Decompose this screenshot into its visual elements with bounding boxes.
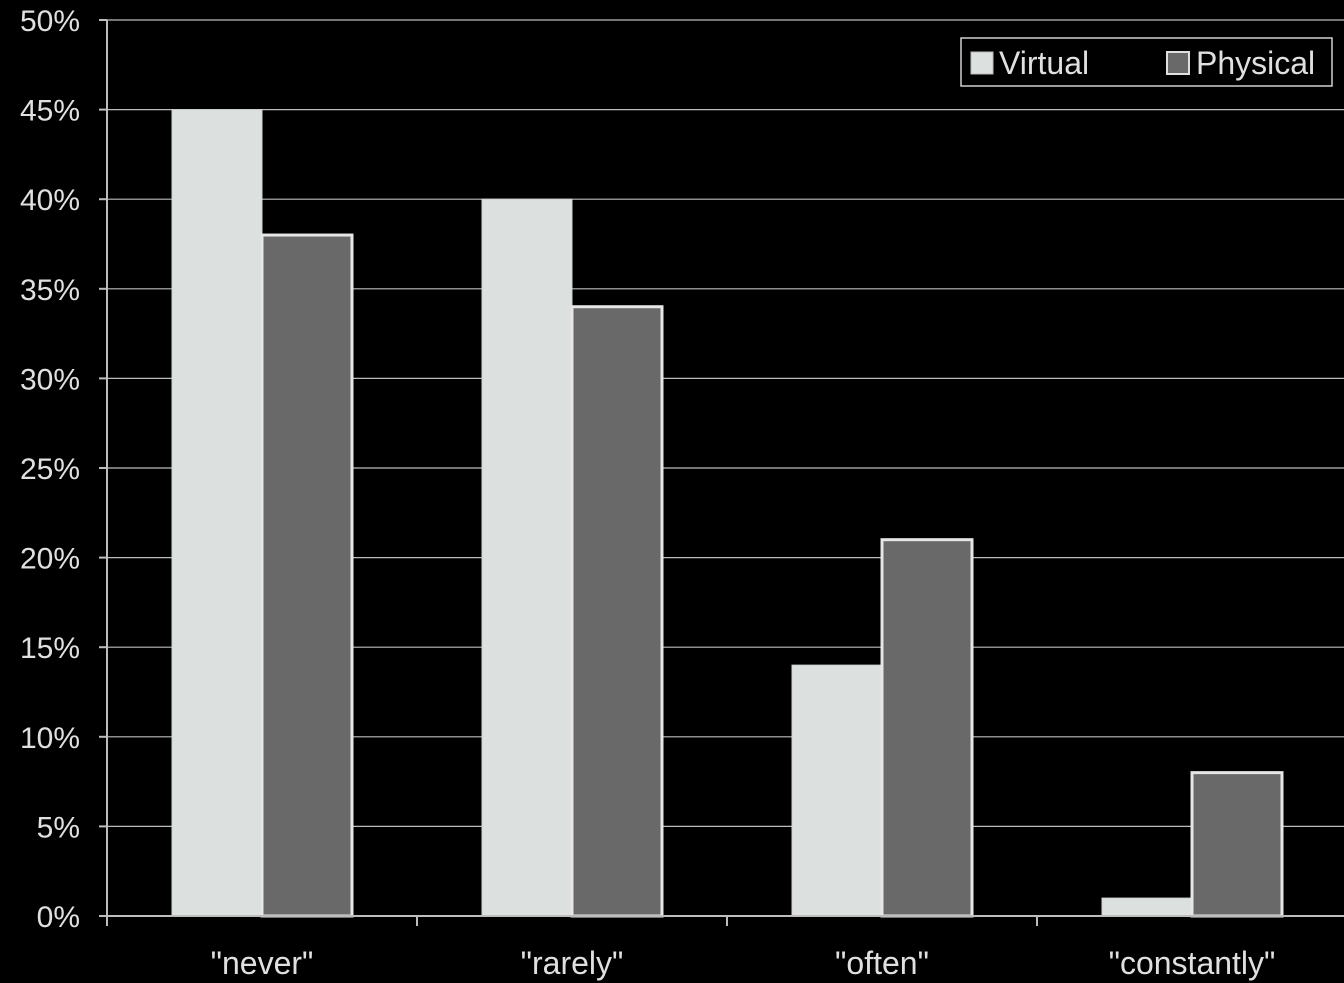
y-tick-label: 25% bbox=[20, 453, 80, 486]
bar-physical-1 bbox=[570, 305, 664, 918]
y-tick-label: 35% bbox=[20, 274, 80, 307]
axes bbox=[100, 20, 1344, 917]
y-tick-labels: 0% 5% 10% 15% 20% 25% 30% 35% 40% 45% 50% bbox=[20, 5, 80, 934]
y-tick-label: 40% bbox=[20, 184, 80, 217]
legend-swatch-virtual bbox=[970, 51, 994, 75]
category-label: "never" bbox=[211, 945, 314, 981]
legend-swatch-physical bbox=[1166, 51, 1190, 75]
y-tick-label: 30% bbox=[20, 363, 80, 396]
bar-virtual-2 bbox=[791, 664, 883, 917]
x-ticks bbox=[106, 916, 1038, 926]
category-label: "constantly" bbox=[1109, 945, 1276, 981]
y-tick-label: 50% bbox=[20, 5, 80, 38]
bar-physical-0 bbox=[260, 233, 354, 918]
bar-virtual-1 bbox=[481, 198, 573, 917]
bar-physical-2 bbox=[880, 538, 974, 918]
y-tick-label: 15% bbox=[20, 632, 80, 665]
bar-virtual-3 bbox=[1101, 897, 1193, 917]
legend-box bbox=[960, 37, 1333, 87]
bars bbox=[171, 109, 1284, 918]
category-label: "often" bbox=[835, 945, 929, 981]
y-tick-label: 45% bbox=[20, 95, 80, 128]
legend-label-virtual: Virtual bbox=[999, 45, 1089, 81]
y-tick-label: 0% bbox=[37, 901, 80, 934]
y-tick-label: 20% bbox=[20, 543, 80, 576]
category-labels: "never" "rarely" "often" "constantly" bbox=[211, 945, 1276, 981]
legend-label-physical: Physical bbox=[1196, 45, 1315, 81]
y-tick-label: 5% bbox=[37, 811, 80, 844]
bar-virtual-0 bbox=[171, 109, 263, 917]
y-tick-label: 10% bbox=[20, 722, 80, 755]
bar-physical-3 bbox=[1190, 771, 1284, 918]
legend: Virtual Physical bbox=[960, 37, 1333, 87]
category-label: "rarely" bbox=[521, 945, 624, 981]
